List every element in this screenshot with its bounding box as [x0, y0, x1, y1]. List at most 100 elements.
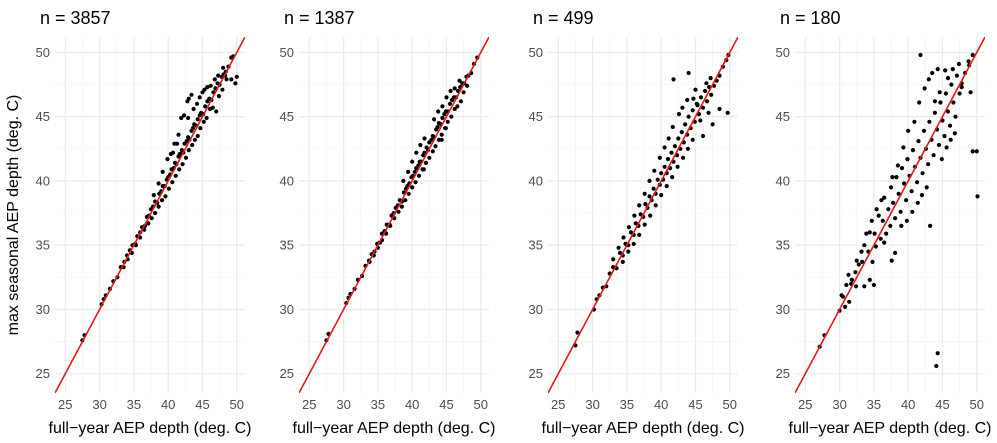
data-point	[436, 109, 441, 114]
data-point	[706, 110, 711, 115]
y-tick-label: 45	[36, 109, 50, 124]
x-axis-label: full−year AEP depth (deg. C)	[542, 420, 745, 437]
data-point	[904, 218, 909, 223]
panel-title: n = 1387	[284, 8, 355, 28]
data-point	[452, 86, 457, 91]
data-point	[693, 87, 698, 92]
data-point	[919, 193, 925, 198]
data-point	[637, 232, 642, 237]
data-point	[406, 169, 411, 174]
data-point	[220, 87, 225, 92]
data-point	[926, 162, 931, 167]
x-axis-label: full−year AEP depth (deg. C)	[49, 420, 252, 437]
data-point	[177, 151, 182, 157]
data-point	[709, 92, 714, 97]
data-point	[197, 95, 202, 100]
data-point	[840, 294, 846, 299]
data-point	[898, 209, 903, 214]
data-point	[893, 250, 898, 255]
data-point	[631, 241, 636, 246]
data-point	[899, 223, 904, 228]
y-tick-label: 50	[529, 45, 543, 60]
data-point	[926, 77, 931, 82]
data-point	[445, 119, 450, 124]
data-point	[700, 105, 706, 110]
data-point	[910, 148, 916, 153]
x-tick-label: 30	[585, 397, 599, 412]
data-point	[966, 59, 971, 64]
data-point	[406, 191, 411, 196]
data-point	[648, 213, 653, 218]
y-tick-label: 35	[529, 238, 543, 253]
x-tick-label: 25	[551, 397, 565, 412]
reference-line	[299, 37, 489, 393]
x-tick-label: 40	[161, 397, 175, 412]
data-point	[621, 235, 626, 240]
data-point	[190, 126, 195, 131]
x-tick-label: 45	[935, 397, 949, 412]
data-point	[430, 149, 435, 154]
data-point	[181, 113, 187, 118]
data-point	[657, 155, 662, 160]
data-point	[410, 185, 415, 190]
data-point	[902, 181, 907, 186]
data-point	[939, 157, 944, 162]
data-point	[647, 178, 652, 183]
data-point	[429, 137, 434, 142]
x-tick-label: 30	[92, 397, 106, 412]
data-point	[208, 83, 213, 88]
data-point	[177, 167, 182, 172]
y-tick-label: 25	[36, 366, 50, 381]
data-point	[185, 99, 190, 104]
data-point	[216, 73, 221, 78]
data-point	[685, 97, 690, 103]
y-tick-label: 30	[529, 302, 543, 317]
data-point	[934, 363, 939, 369]
data-point	[916, 139, 921, 144]
data-point	[192, 137, 197, 142]
data-point	[212, 77, 217, 82]
data-point	[427, 155, 432, 160]
data-point	[666, 136, 671, 141]
data-point	[906, 128, 911, 133]
data-point	[414, 150, 419, 155]
y-tick-label: 25	[529, 366, 543, 381]
data-point	[710, 122, 715, 127]
data-point	[888, 185, 894, 190]
data-point	[698, 95, 704, 100]
data-point	[698, 118, 703, 123]
data-point	[422, 150, 427, 155]
y-axis-label: max seasonal AEP depth (deg. C)	[5, 95, 22, 336]
reference-line	[55, 37, 245, 393]
data-point	[938, 100, 943, 105]
data-point	[186, 115, 191, 121]
data-point	[901, 145, 906, 150]
data-point	[853, 284, 859, 289]
data-point	[869, 218, 874, 223]
data-point	[862, 243, 867, 248]
y-tick-label: 45	[529, 109, 543, 124]
data-point	[669, 150, 674, 155]
x-tick-label: 35	[867, 397, 881, 412]
y-tick-label: 40	[36, 173, 50, 188]
data-point	[959, 85, 964, 90]
data-point	[163, 194, 168, 199]
data-point	[638, 212, 643, 217]
data-point	[457, 78, 462, 83]
data-point	[912, 119, 917, 124]
data-point	[870, 259, 875, 264]
data-point	[944, 145, 949, 150]
data-point	[221, 65, 226, 70]
x-tick-label: 40	[901, 397, 915, 412]
data-point	[886, 207, 891, 212]
data-point	[156, 181, 161, 186]
data-point	[935, 351, 940, 356]
data-point	[918, 52, 923, 58]
data-point	[643, 202, 648, 207]
y-tick-label: 30	[280, 302, 294, 317]
data-point	[665, 157, 671, 162]
data-point	[904, 198, 909, 203]
data-point	[628, 230, 634, 235]
data-point	[652, 168, 657, 173]
